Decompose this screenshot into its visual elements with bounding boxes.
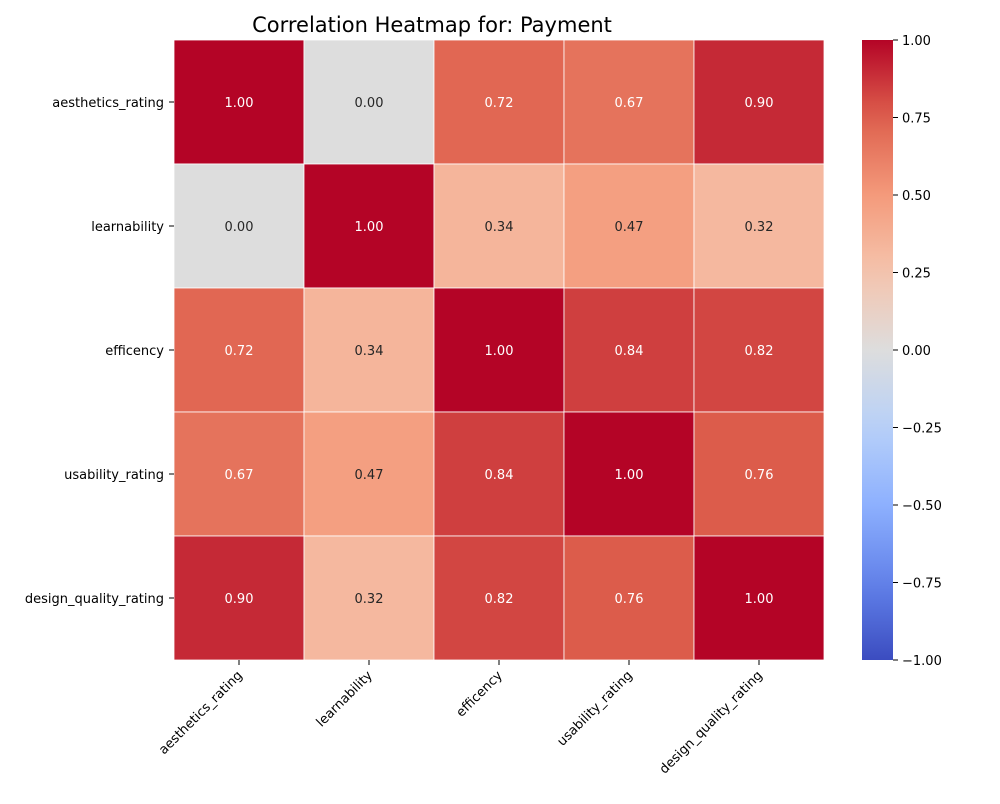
heatmap-cell bbox=[303, 163, 435, 289]
cell-value-label: 0.34 bbox=[355, 344, 384, 359]
cell-value-label: 0.84 bbox=[485, 468, 514, 483]
x-tick-label: efficency bbox=[454, 668, 506, 720]
cell-value-label: 0.72 bbox=[225, 344, 254, 359]
colorbar-tick-label: −0.25 bbox=[902, 422, 942, 437]
heatmap-cell bbox=[173, 39, 305, 165]
cell-value-label: 1.00 bbox=[745, 592, 774, 607]
heatmap-cell bbox=[563, 411, 695, 537]
cell-value-label: 0.76 bbox=[745, 468, 774, 483]
colorbar-tick-label: 1.00 bbox=[902, 34, 931, 49]
cell-value-label: 0.00 bbox=[225, 220, 254, 235]
heatmap-cells: 1.00 0.00 0.72 0.67 0.90 0.00 1.00 0.34 0.47 0.32… bbox=[173, 39, 825, 661]
y-tick-label: design_quality_rating bbox=[25, 592, 164, 607]
cell-value-label: 0.82 bbox=[745, 344, 774, 359]
heatmap-cell bbox=[693, 411, 825, 537]
cell-value-label: 0.32 bbox=[355, 592, 384, 607]
heatmap-cell bbox=[693, 39, 825, 165]
cell-value-label: 0.67 bbox=[615, 96, 644, 111]
heatmap-cell bbox=[303, 287, 435, 413]
y-tick-label: usability_rating bbox=[64, 468, 164, 483]
heatmap-cell bbox=[173, 535, 305, 661]
y-tick-label: aesthetics_rating bbox=[52, 96, 164, 111]
colorbar-tick-label: 0.75 bbox=[902, 112, 931, 127]
heatmap-cell bbox=[433, 39, 565, 165]
heatmap-cell bbox=[693, 287, 825, 413]
colorbar-tick-label: 0.50 bbox=[902, 189, 931, 204]
cell-value-label: 0.34 bbox=[485, 220, 514, 235]
heatmap-cell bbox=[433, 287, 565, 413]
colorbar-tick-label: −0.75 bbox=[902, 577, 942, 592]
heatmap-cell bbox=[303, 535, 435, 661]
cell-value-label: 0.32 bbox=[745, 220, 774, 235]
cell-value-label: 0.84 bbox=[615, 344, 644, 359]
y-tick-label: efficency bbox=[105, 344, 164, 359]
heatmap-cell bbox=[693, 535, 825, 661]
heatmap-cell bbox=[563, 39, 695, 165]
heatmap-cell bbox=[303, 411, 435, 537]
y-tick-label: learnability bbox=[91, 220, 164, 235]
cell-value-label: 0.76 bbox=[615, 592, 644, 607]
cell-value-label: 0.47 bbox=[355, 468, 384, 483]
cell-value-label: 0.82 bbox=[485, 592, 514, 607]
colorbar-tick-label: 0.00 bbox=[902, 344, 931, 359]
cell-value-label: 0.00 bbox=[355, 96, 384, 111]
colorbar-tick-label: −0.50 bbox=[902, 499, 942, 514]
heatmap-cell bbox=[563, 287, 695, 413]
cell-value-label: 1.00 bbox=[615, 468, 644, 483]
chart-title: Correlation Heatmap for: Payment bbox=[252, 13, 612, 37]
x-tick-label: usability_rating bbox=[555, 668, 636, 749]
colorbar-tick-label: 0.25 bbox=[902, 267, 931, 282]
x-axis-labels: aesthetics_rating learnability efficency us… bbox=[156, 660, 766, 777]
cell-value-label: 1.00 bbox=[485, 344, 514, 359]
heatmap-cell bbox=[303, 39, 435, 165]
heatmap-cell bbox=[433, 163, 565, 289]
cell-value-label: 0.90 bbox=[745, 96, 774, 111]
x-tick-label: learnability bbox=[314, 668, 376, 730]
heatmap-cell bbox=[693, 163, 825, 289]
cell-value-label: 0.72 bbox=[485, 96, 514, 111]
heatmap-cell bbox=[433, 535, 565, 661]
heatmap-cell bbox=[433, 411, 565, 537]
cell-value-label: 0.67 bbox=[225, 468, 254, 483]
x-tick-label: aesthetics_rating bbox=[156, 668, 246, 758]
cell-value-label: 1.00 bbox=[355, 220, 384, 235]
cell-value-label: 0.90 bbox=[225, 592, 254, 607]
colorbar-gradient bbox=[862, 40, 893, 660]
cell-value-label: 0.47 bbox=[615, 220, 644, 235]
colorbar: 1.00 0.75 0.50 0.25 0.00 −0.25 −0.50 −0.75 −1.00 bbox=[862, 34, 942, 669]
colorbar-tick-label: −1.00 bbox=[902, 654, 942, 669]
heatmap-cell bbox=[173, 163, 305, 289]
x-tick-label: design_quality_rating bbox=[657, 668, 766, 777]
y-axis-labels: aesthetics_rating learnability efficency us… bbox=[25, 96, 174, 607]
cell-value-label: 1.00 bbox=[225, 96, 254, 111]
